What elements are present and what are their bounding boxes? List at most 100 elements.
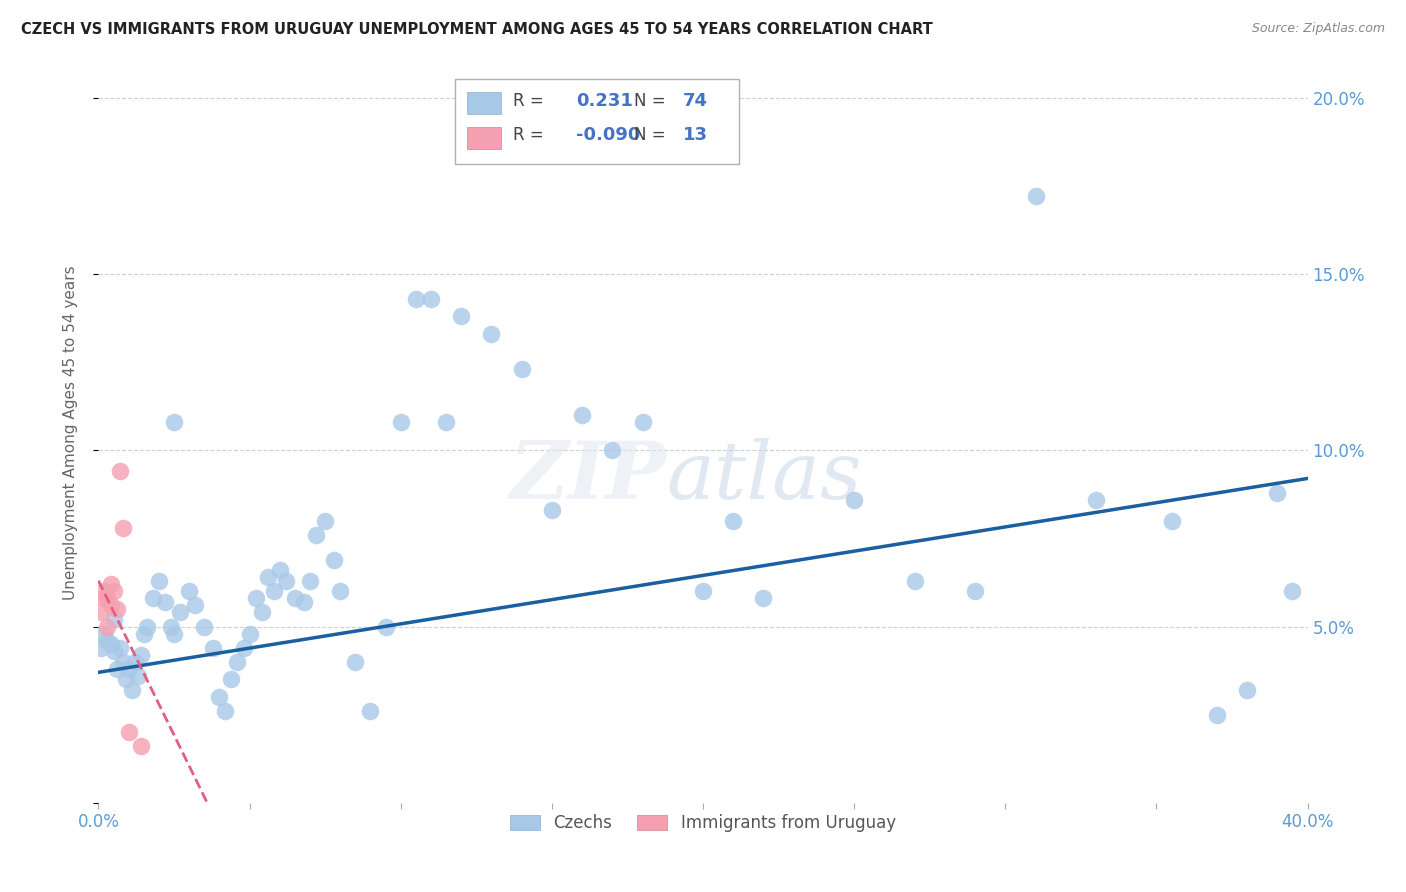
Text: 74: 74 [682,92,707,110]
Point [163,415,186,429]
Point [148,574,170,588]
Point [274,574,297,588]
Point [292,595,315,609]
Text: N =: N = [634,126,665,144]
Point [105,662,128,676]
Point [344,655,367,669]
Point [510,362,533,376]
Point [103,584,125,599]
Point [153,595,176,609]
Text: -0.090: -0.090 [576,126,640,144]
Point [263,584,285,599]
Point [132,626,155,640]
Legend: Czechs, Immigrants from Uruguay: Czechs, Immigrants from Uruguay [503,807,903,838]
Point [221,673,243,687]
Text: R =: R = [513,126,544,144]
Point [305,528,328,542]
Point [374,619,396,633]
Point [245,591,267,606]
Point [103,612,125,626]
Y-axis label: Unemployment Among Ages 45 to 54 years: Unemployment Among Ages 45 to 54 years [63,265,77,600]
Point [118,662,141,676]
Point [323,552,346,566]
Point [1085,492,1108,507]
Point [965,584,987,599]
Point [631,415,654,429]
Point [256,570,278,584]
Point [100,637,122,651]
Point [420,292,443,306]
Point [226,655,249,669]
Point [93,584,115,599]
Point [163,626,186,640]
Point [111,655,134,669]
Point [129,739,152,754]
Point [904,574,927,588]
Point [184,599,207,613]
Point [129,648,152,662]
Point [1281,584,1303,599]
Point [96,633,118,648]
FancyBboxPatch shape [467,92,501,114]
Point [314,514,336,528]
Point [1024,189,1046,203]
Point [284,591,307,606]
Text: 0.231: 0.231 [576,92,633,110]
Point [90,640,112,655]
Point [118,725,141,739]
Point [405,292,427,306]
Point [179,584,201,599]
Point [481,326,503,341]
Point [329,584,352,599]
Point [239,626,262,640]
Text: 13: 13 [682,126,707,144]
Text: CZECH VS IMMIGRANTS FROM URUGUAY UNEMPLOYMENT AMONG AGES 45 TO 54 YEARS CORRELAT: CZECH VS IMMIGRANTS FROM URUGUAY UNEMPLO… [21,22,932,37]
Point [93,626,115,640]
Point [124,655,146,669]
Point [127,669,149,683]
Point [100,577,122,591]
Point [121,683,143,698]
Point [90,606,112,620]
Point [723,514,745,528]
Point [93,591,115,606]
Point [232,640,254,655]
Point [96,591,118,606]
Point [450,310,472,324]
Point [269,563,291,577]
Point [160,619,183,633]
Point [169,606,191,620]
Point [96,619,118,633]
Text: ZIP: ZIP [510,438,666,516]
Text: Source: ZipAtlas.com: Source: ZipAtlas.com [1251,22,1385,36]
Point [108,640,131,655]
Point [602,443,624,458]
Point [540,503,562,517]
Point [193,619,215,633]
Point [844,492,866,507]
FancyBboxPatch shape [467,127,501,149]
Point [250,606,273,620]
Point [692,584,714,599]
Point [105,602,128,616]
Point [142,591,165,606]
Point [103,644,125,658]
Point [299,574,322,588]
Text: atlas: atlas [666,438,862,516]
Point [111,521,134,535]
Point [208,690,231,704]
Point [135,619,157,633]
Point [571,408,593,422]
Point [114,673,136,687]
Point [1160,514,1182,528]
Point [1267,485,1289,500]
Point [434,415,457,429]
Point [1206,707,1229,722]
Point [360,704,382,718]
Point [214,704,236,718]
Point [1236,683,1258,698]
Point [108,464,131,478]
Point [202,640,225,655]
Point [389,415,412,429]
Text: R =: R = [513,92,544,110]
